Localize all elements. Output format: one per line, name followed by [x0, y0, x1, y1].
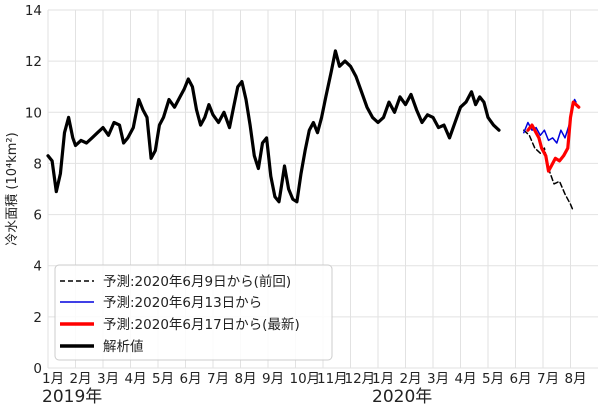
year-label: 2019年 [42, 387, 102, 407]
x-tick-label: 12月 [345, 371, 376, 387]
x-tick-label: 4月 [455, 371, 477, 387]
series-line-3 [46, 49, 501, 204]
legend-label-analysis: 解析値 [103, 339, 144, 355]
series-layer [46, 49, 581, 211]
x-tick-label: 2月 [70, 371, 92, 387]
y-tick-label: 0 [33, 361, 42, 377]
x-tick-label: 5月 [152, 371, 174, 387]
legend: 予測:2020年6月9日から(前回) 予測:2020年6月13日から 予測:20… [54, 264, 333, 361]
y-axis-ticks: 0 2 4 6 8 10 12 14 [25, 3, 42, 377]
x-tick-label: 8月 [235, 371, 257, 387]
series-line-2 [526, 100, 581, 173]
y-tick-label: 10 [25, 105, 42, 121]
y-tick-label: 2 [33, 310, 42, 326]
x-tick-label: 1月 [372, 371, 394, 387]
y-tick-label: 6 [33, 208, 42, 224]
legend-box [54, 264, 333, 361]
x-tick-label: 2月 [400, 371, 422, 387]
x-tick-label: 8月 [565, 371, 587, 387]
x-tick-label: 7月 [537, 371, 559, 387]
x-tick-label: 9月 [262, 371, 284, 387]
x-tick-label: 10月 [290, 371, 321, 387]
x-tick-label: 6月 [180, 371, 202, 387]
x-tick-label: 6月 [510, 371, 532, 387]
y-tick-label: 8 [33, 156, 42, 172]
x-tick-label: 11月 [317, 371, 348, 387]
x-tick-label: 7月 [207, 371, 229, 387]
y-tick-label: 12 [25, 54, 42, 70]
y-tick-label: 4 [33, 259, 42, 275]
x-tick-label: 3月 [97, 371, 119, 387]
year-labels: 2019年 2020年 [42, 387, 432, 407]
x-tick-label: 1月 [42, 371, 64, 387]
y-axis-label: 冷水面積 (10⁴km²) [5, 132, 20, 245]
y-tick-label: 14 [25, 3, 42, 19]
legend-label-forecast-0613: 予測:2020年6月13日から [103, 295, 262, 311]
year-label: 2020年 [372, 387, 432, 407]
legend-label-forecast-0609: 予測:2020年6月9日から(前回) [103, 273, 291, 290]
legend-label-forecast-0617: 予測:2020年6月17日から(最新) [103, 317, 300, 333]
x-tick-label: 4月 [125, 371, 147, 387]
x-tick-label: 3月 [427, 371, 449, 387]
x-tick-label: 5月 [482, 371, 504, 387]
